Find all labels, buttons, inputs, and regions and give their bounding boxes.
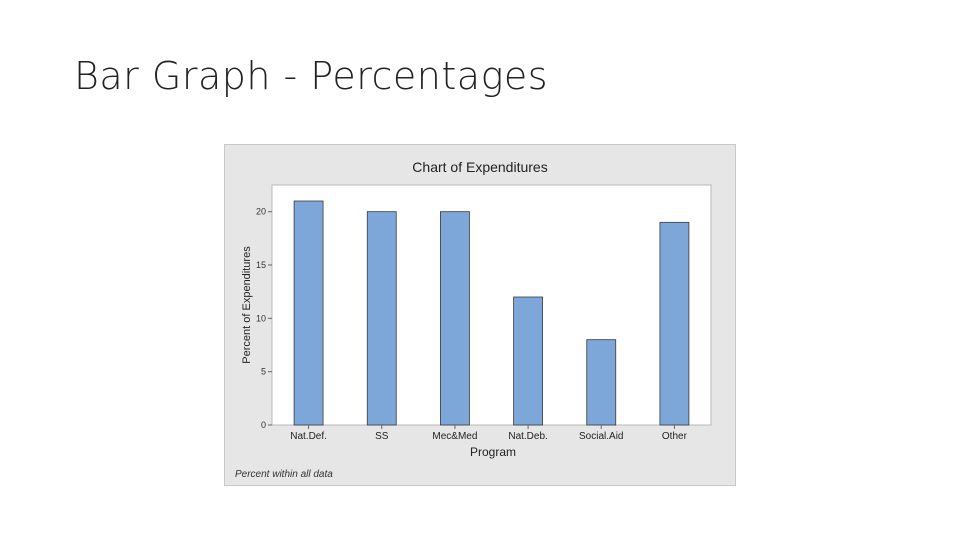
- x-axis-label: Program: [470, 445, 516, 459]
- bar-ss: [366, 211, 397, 426]
- bars: [293, 200, 690, 426]
- bar-chart: Chart of Expenditures 0 5 10 15 20 Nat.Def. S…: [235, 159, 712, 480]
- bar-other: [659, 221, 690, 426]
- x-tick-label: Social.Aid: [579, 431, 623, 442]
- chart-footnote: Percent within all data: [235, 469, 333, 480]
- x-tick-label: Nat.Def.: [290, 431, 327, 442]
- y-axis-label: Percent of Expenditures: [241, 246, 253, 364]
- y-tick-label: 0: [261, 420, 266, 430]
- bar-nat-def: [293, 200, 324, 426]
- y-tick-label: 15: [256, 260, 266, 270]
- x-tick-label: Other: [662, 431, 688, 442]
- bar-social-aid: [586, 339, 617, 426]
- y-tick-label: 20: [256, 207, 266, 217]
- chart-frame: Chart of Expenditures 0 5 10 15 20 Nat.Def. S…: [224, 144, 736, 486]
- y-tick-label: 5: [261, 367, 266, 377]
- x-tick-label: Mec&Med: [432, 431, 477, 442]
- slide-title: Bar Graph - Percentages: [74, 54, 549, 98]
- bar-nat-deb: [513, 296, 543, 426]
- x-axis-tick-labels: Nat.Def. SS Mec&Med Nat.Deb. Social.Aid Other: [290, 425, 688, 442]
- y-axis-ticks: 0 5 10 15 20: [256, 207, 272, 430]
- x-tick-label: SS: [375, 431, 389, 442]
- x-tick-label: Nat.Deb.: [508, 431, 547, 442]
- plot-area: [271, 184, 712, 426]
- y-tick-label: 10: [256, 313, 266, 323]
- bar-mec-med: [440, 211, 470, 426]
- chart-title: Chart of Expenditures: [412, 159, 547, 175]
